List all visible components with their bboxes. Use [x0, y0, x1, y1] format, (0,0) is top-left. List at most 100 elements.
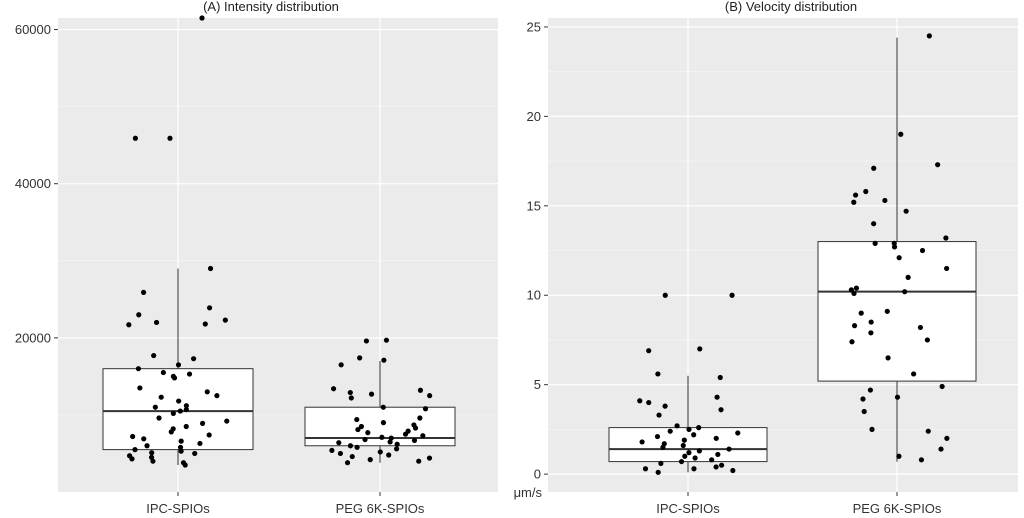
data-point — [696, 425, 702, 431]
data-point — [686, 426, 692, 432]
x-tick-label: IPC-SPIOs — [146, 501, 210, 516]
data-point — [329, 447, 335, 453]
data-point — [167, 135, 173, 141]
data-point — [911, 371, 917, 377]
data-point — [347, 443, 354, 449]
data-point — [730, 467, 736, 474]
data-point — [898, 131, 904, 137]
data-point — [919, 247, 926, 254]
box-iqr — [102, 368, 254, 451]
data-point — [903, 208, 909, 214]
data-point — [639, 439, 645, 445]
data-point — [680, 442, 686, 449]
data-point — [338, 362, 344, 368]
y-tick-label: 10 — [527, 288, 541, 303]
data-point — [224, 418, 230, 424]
data-point — [377, 449, 383, 455]
data-point — [872, 240, 878, 246]
data-point — [206, 432, 212, 438]
data-point — [368, 391, 375, 397]
data-point — [868, 330, 874, 336]
y-tick-label: 5 — [534, 377, 541, 392]
data-point — [354, 416, 360, 423]
data-point — [863, 188, 869, 195]
data-point — [149, 450, 155, 456]
data-point — [344, 460, 351, 466]
data-point — [654, 433, 661, 440]
x-tick-label: PEG 6K-SPIOs — [853, 501, 942, 516]
y-tick-label: 15 — [527, 198, 541, 213]
data-point — [894, 394, 901, 400]
data-point — [691, 432, 697, 438]
data-point — [861, 408, 867, 415]
data-point — [362, 436, 368, 443]
data-point — [386, 452, 392, 458]
x-tick-label: PEG 6K-SPIOs — [336, 501, 425, 516]
data-point — [129, 456, 135, 462]
data-point — [926, 33, 932, 39]
data-point — [896, 255, 902, 261]
x-tick-label: IPC-SPIOs — [656, 501, 720, 516]
data-point — [714, 394, 720, 400]
data-point — [171, 375, 178, 381]
data-point — [637, 398, 643, 404]
data-point — [177, 408, 183, 414]
data-point — [944, 265, 950, 272]
data-point — [726, 446, 732, 452]
data-point — [132, 135, 138, 141]
y-axis-unit-label: μm/s — [514, 485, 543, 500]
data-point — [204, 389, 210, 395]
data-point — [718, 462, 725, 468]
data-point — [902, 289, 908, 295]
data-point — [718, 407, 724, 413]
data-point — [177, 444, 184, 450]
data-point — [905, 274, 911, 280]
data-point — [417, 387, 424, 393]
data-point — [186, 371, 193, 377]
data-point — [207, 265, 214, 272]
data-point — [363, 338, 370, 344]
data-point — [917, 324, 924, 331]
panel-intensity-distribution: 20000 40000 60000 (A) Intensity distributio… — [15, 0, 498, 516]
data-point — [646, 348, 652, 354]
data-point — [176, 398, 182, 404]
data-point — [202, 321, 208, 327]
data-point — [678, 458, 685, 465]
data-point — [709, 457, 715, 463]
y-tick-label: 40000 — [15, 176, 51, 191]
data-point — [214, 393, 220, 399]
data-point — [871, 165, 877, 171]
chart-title: (A) Intensity distribution — [203, 0, 339, 14]
data-point — [348, 395, 354, 401]
data-point — [642, 466, 649, 472]
data-point — [183, 406, 189, 413]
data-point — [427, 393, 433, 399]
data-point — [939, 383, 945, 390]
data-point — [682, 453, 688, 459]
data-point — [355, 426, 361, 433]
data-point — [380, 404, 386, 410]
data-point — [735, 430, 741, 436]
data-point — [715, 451, 721, 458]
data-point — [383, 337, 390, 343]
data-point — [152, 404, 158, 410]
data-point — [199, 15, 205, 21]
data-point — [380, 420, 387, 426]
data-point — [938, 446, 944, 452]
data-point — [168, 429, 174, 435]
data-point — [411, 437, 418, 443]
data-point — [330, 386, 337, 392]
data-point — [178, 448, 184, 454]
data-point — [150, 458, 156, 464]
data-point — [379, 434, 385, 440]
data-point — [681, 437, 687, 443]
data-point — [182, 462, 188, 468]
data-point — [729, 292, 735, 298]
data-point — [416, 458, 422, 464]
data-point — [692, 455, 698, 461]
data-point — [347, 389, 353, 396]
data-point — [662, 292, 668, 298]
data-point — [426, 455, 433, 461]
data-point — [713, 435, 719, 441]
data-point — [381, 357, 387, 363]
